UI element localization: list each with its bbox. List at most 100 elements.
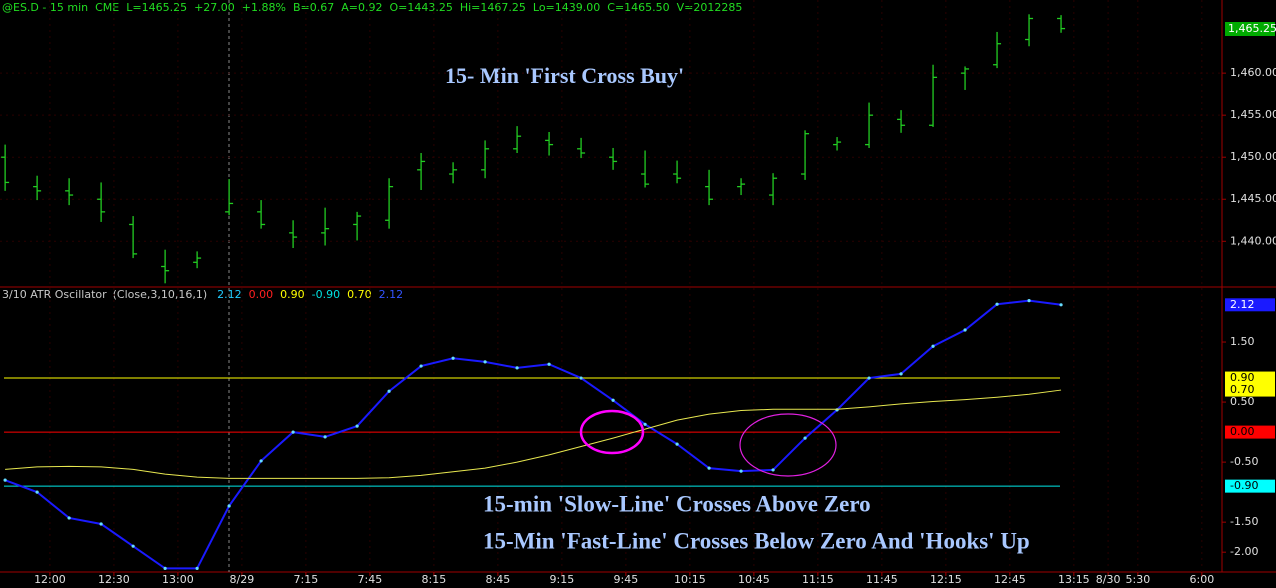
- indicator-readout: 0.00: [249, 288, 274, 301]
- x-tick-label: 13:15: [1058, 573, 1090, 586]
- series-point: [67, 516, 71, 520]
- quote-field: L=1465.25: [126, 1, 187, 14]
- value-box: [1225, 425, 1275, 439]
- x-tick-label: 11:45: [866, 573, 898, 586]
- y-tick-label: -1.50: [1230, 515, 1258, 528]
- quote-field: +27.00: [194, 1, 235, 14]
- series-point: [483, 360, 487, 364]
- value-box: [1225, 479, 1275, 493]
- series-point: [35, 490, 39, 494]
- quote-field: Hi=1467.25: [460, 1, 526, 14]
- value-box-label: 0.00: [1230, 425, 1255, 438]
- x-tick-label: 9:15: [550, 573, 575, 586]
- y-tick-label: 1,440.00: [1230, 234, 1276, 247]
- series-point: [227, 504, 231, 508]
- value-box-label: 0.70: [1230, 383, 1255, 396]
- quote-field: +1.88%: [242, 1, 286, 14]
- series-point: [547, 362, 551, 366]
- series-point: [387, 389, 391, 393]
- value-box: [1225, 298, 1275, 312]
- indicator-readout: -0.90: [312, 288, 340, 301]
- quote-field: @ES.D - 15 min: [2, 1, 88, 14]
- indicator-title: 3/10 ATR Oscillator: [2, 288, 107, 301]
- series-point: [1027, 299, 1031, 303]
- value-box-label: 0.90: [1230, 371, 1255, 384]
- last-price-label: 1,465.25: [1228, 22, 1276, 35]
- series-point: [803, 436, 807, 440]
- x-tick-label: 12:30: [98, 573, 130, 586]
- x-tick-label: 12:45: [994, 573, 1026, 586]
- y-tick-label: -0.50: [1230, 455, 1258, 468]
- series-point: [291, 430, 295, 434]
- highlight-ellipse: [739, 413, 837, 477]
- series-point: [963, 328, 967, 332]
- quote-field: C=1465.50: [607, 1, 669, 14]
- x-tick-label: 8/30: [1096, 573, 1121, 586]
- x-tick-label: 12:15: [930, 573, 962, 586]
- series-point: [899, 372, 903, 376]
- series-point: [643, 422, 647, 426]
- x-tick-label: 7:15: [294, 573, 319, 586]
- indicator-readout: 0.70: [347, 288, 372, 301]
- value-box: [1225, 371, 1275, 385]
- annotation: 15-Min 'Fast-Line' Crosses Below Zero An…: [483, 528, 1030, 553]
- quote-field: B=0.67: [293, 1, 334, 14]
- value-box-label: 2.12: [1230, 298, 1255, 311]
- x-tick-label: 11:15: [802, 573, 834, 586]
- series-point: [323, 435, 327, 439]
- last-price-box: [1225, 22, 1275, 37]
- x-tick-label: 8:15: [422, 573, 447, 586]
- series-point: [1059, 303, 1063, 307]
- series-point: [867, 376, 871, 380]
- x-tick-label: 8:45: [486, 573, 511, 586]
- series-point: [771, 468, 775, 472]
- x-tick-label: 10:15: [674, 573, 706, 586]
- quote-field: CME: [95, 1, 119, 14]
- y-tick-label: 1,455.00: [1230, 108, 1276, 121]
- series-point: [3, 478, 7, 482]
- series-point: [611, 398, 615, 402]
- indicator-readout: 2.12: [379, 288, 404, 301]
- series-point: [515, 366, 519, 370]
- y-tick-label: 0.50: [1230, 395, 1255, 408]
- x-tick-label: 13:00: [162, 573, 194, 586]
- x-tick-label: 5:30: [1125, 573, 1150, 586]
- series-point: [707, 466, 711, 470]
- series-point: [739, 469, 743, 473]
- value-box: [1225, 383, 1275, 397]
- y-tick-label: 1,445.00: [1230, 192, 1276, 205]
- y-tick-label: -2.00: [1230, 545, 1258, 558]
- series-point: [995, 302, 999, 306]
- quote-field: Lo=1439.00: [533, 1, 600, 14]
- quote-field: V=2012285: [677, 1, 743, 14]
- x-tick-label: 7:45: [358, 573, 383, 586]
- quote-field: A=0.92: [341, 1, 382, 14]
- value-box-label: -0.90: [1230, 479, 1258, 492]
- annotation: 15-min 'Slow-Line' Crosses Above Zero: [483, 491, 871, 516]
- quote-field: O=1443.25: [389, 1, 452, 14]
- y-tick-label: 1.50: [1230, 335, 1255, 348]
- x-tick-label: 10:45: [738, 573, 770, 586]
- indicator-params: (Close,3,10,16,1): [113, 288, 208, 301]
- y-tick-label: 1,460.00: [1230, 66, 1276, 79]
- series-point: [675, 442, 679, 446]
- indicator-header: 3/10 ATR Oscillator (Close,3,10,16,1) 2.12…: [2, 288, 403, 301]
- quote-header: @ES.D - 15 min CME L=1465.25 +27.00 +1.88% B=…: [2, 1, 742, 14]
- series-point: [931, 344, 935, 348]
- series-point: [163, 566, 167, 570]
- series-point: [355, 424, 359, 428]
- highlight-ellipse: [579, 409, 645, 455]
- series-point: [195, 566, 199, 570]
- series-point: [259, 459, 263, 463]
- y-tick-label: 1,450.00: [1230, 150, 1276, 163]
- series-point: [99, 522, 103, 526]
- series-point: [131, 544, 135, 548]
- series-point: [419, 364, 423, 368]
- indicator-readout: 2.12: [217, 288, 242, 301]
- x-tick-label: 9:45: [614, 573, 639, 586]
- x-tick-label: 6:00: [1189, 573, 1214, 586]
